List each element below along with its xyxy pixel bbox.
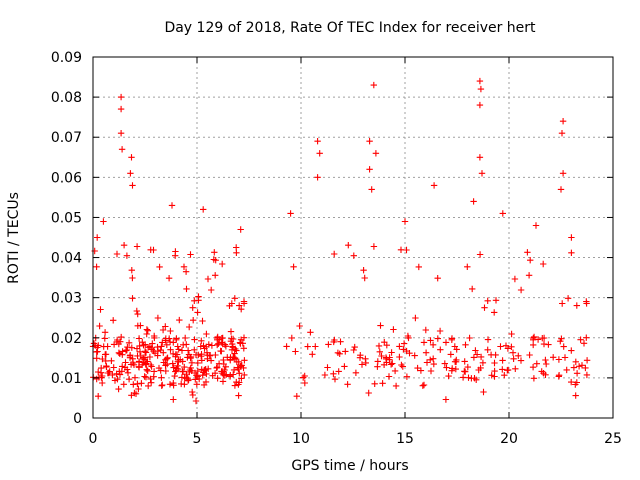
y-tick-label: 0 — [73, 411, 82, 427]
roti-points — [89, 77, 591, 405]
grid-lines — [93, 57, 613, 418]
data-points — [89, 77, 591, 405]
x-tick-label: 25 — [604, 431, 622, 447]
plot-frame — [92, 56, 614, 419]
y-tick-label: 0.09 — [51, 50, 82, 66]
y-tick-label: 0.02 — [51, 331, 82, 347]
y-tick-label: 0.06 — [51, 170, 82, 186]
axis-ticks — [92, 56, 614, 419]
x-tick-label: 15 — [396, 431, 414, 447]
y-tick-label: 0.05 — [51, 210, 82, 226]
x-tick-label: 5 — [193, 431, 202, 447]
y-axis-label: ROTI / TECUs — [6, 192, 22, 284]
tick-labels: 0 0.01 0.02 0.03 0.04 0.05 0.06 0.07 0.08 0.09 0 5 1… — [51, 50, 622, 447]
y-tick-label: 0.07 — [51, 130, 82, 146]
x-axis-label: GPS time / hours — [291, 458, 408, 474]
y-tick-label: 0.04 — [51, 251, 82, 267]
x-tick-label: 0 — [89, 431, 98, 447]
y-tick-label: 0.03 — [51, 291, 82, 307]
chart-title: Day 129 of 2018, Rate Of TEC Index for r… — [164, 20, 536, 36]
x-tick-label: 10 — [292, 431, 310, 447]
y-tick-label: 0.01 — [51, 371, 82, 387]
y-tick-label: 0.08 — [51, 90, 82, 106]
x-tick-label: 20 — [500, 431, 518, 447]
